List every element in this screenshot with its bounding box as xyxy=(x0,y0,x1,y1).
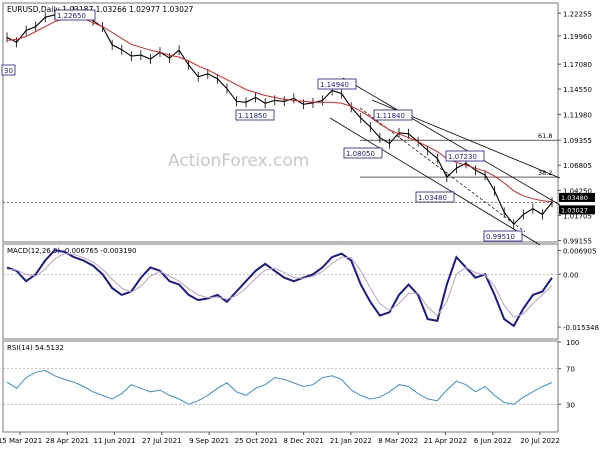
macd-tick-label: 0.00 xyxy=(563,271,579,279)
rsi-series xyxy=(6,369,553,405)
rsi-tick-label: 30 xyxy=(566,401,575,409)
price-annotation-box xyxy=(483,230,523,242)
price-tick-label: 1.14550 xyxy=(563,86,592,94)
price-tick-label: 1.04250 xyxy=(563,187,592,195)
price-annotation-label: 0.99510 xyxy=(486,233,515,241)
price-tick-label: 1.06805 xyxy=(563,162,592,170)
rsi-line xyxy=(6,369,553,405)
channel-line xyxy=(329,117,541,246)
macd-line xyxy=(6,249,553,328)
price-tick-label: 1.09355 xyxy=(563,137,592,145)
price-annotation-label: 1.14940 xyxy=(320,81,349,89)
macd-tick-label: 0.006905 xyxy=(563,247,596,255)
macd-signal-line xyxy=(6,253,553,318)
rsi-title: RSI(14) 54.5132 xyxy=(7,344,64,352)
price-tick-label: 1.19960 xyxy=(563,33,592,41)
price-annotation-label: 1.08050 xyxy=(346,150,375,158)
x-tick-label: 25 Oct 2021 xyxy=(235,437,278,445)
x-tick-label: 21 Apr 2022 xyxy=(424,437,467,445)
x-axis-labels: 15 Mar 2021 28 Apr 2021 11 Jun 2021 27 Jul … xyxy=(0,432,560,445)
price-annotation-label: 1.03480 xyxy=(418,194,447,202)
price-annotation-box xyxy=(1,64,16,76)
fib-level-label: 38.2 xyxy=(538,169,552,177)
price-annotation-box xyxy=(343,147,383,159)
fib-level-label: 61.8 xyxy=(538,132,552,140)
price-tick-label: 1.01705 xyxy=(563,212,592,220)
rsi-panel xyxy=(2,340,559,433)
x-tick-label: 28 Apr 2021 xyxy=(46,437,89,445)
watermark-text: ActionForex.com xyxy=(168,151,309,171)
price-annotation-label: 30 xyxy=(4,67,13,75)
x-tick-label: 9 Sep 2021 xyxy=(189,437,229,445)
channel-midline xyxy=(359,107,526,233)
price-label-text: 1.03027 xyxy=(561,206,588,214)
price-annotation-label: 1.11840 xyxy=(376,112,405,120)
macd-tick-label: -0.015348 xyxy=(563,324,599,332)
chart-header-title: EURUSD,Daily 1.03187 1.03266 1.02977 1.0… xyxy=(7,5,194,14)
macd-title: MACD(12,26,9) -0.006765 -0.003190 xyxy=(7,247,136,255)
price-panel xyxy=(2,2,559,243)
price-annotation-box xyxy=(54,9,96,21)
price-annotation-box xyxy=(235,109,275,121)
price-tick-label: 0.99155 xyxy=(563,237,592,245)
price-annotation-label: 1.11850 xyxy=(238,112,267,120)
macd-series xyxy=(6,249,553,328)
price-annotation-label: 1.22650 xyxy=(57,12,86,20)
price-label-box xyxy=(559,205,595,215)
price-annotation-label: 1.07230 xyxy=(448,153,477,161)
channel-line xyxy=(342,77,561,206)
rsi-tick-label: 70 xyxy=(566,366,575,374)
price-axis-ticks: 1.22255 1.19960 1.17080 1.14550 1.11980 1.093… xyxy=(558,10,592,245)
price-series-line xyxy=(6,10,553,226)
price-tick-label: 1.22255 xyxy=(563,10,592,18)
x-tick-label: 21 Jan 2022 xyxy=(330,437,372,445)
price-label-box xyxy=(559,192,595,202)
price-annotation-box xyxy=(445,150,485,162)
x-tick-label: 8 Mar 2022 xyxy=(378,437,418,445)
moving-average-line xyxy=(6,17,553,203)
macd-panel xyxy=(2,243,559,340)
price-label-text: 1.03480 xyxy=(561,194,588,202)
x-tick-label: 27 Jul 2021 xyxy=(142,437,182,445)
rsi-tick-label: 100 xyxy=(566,339,579,347)
price-series xyxy=(6,6,553,230)
rsi-axis-ticks: 100 70 30 xyxy=(3,339,579,409)
x-tick-label: 20 Jul 2022 xyxy=(520,437,560,445)
price-tick-label: 1.11980 xyxy=(563,111,592,119)
x-tick-label: 6 Jun 2022 xyxy=(474,437,512,445)
x-tick-label: 15 Mar 2021 xyxy=(0,437,42,445)
price-annotations: 1.22650 1.14940 1.11850 1.11840 1.08050 1.072… xyxy=(1,9,595,242)
price-annotation-box xyxy=(373,109,413,121)
x-tick-label: 8 Dec 2021 xyxy=(284,437,324,445)
price-annotation-box xyxy=(317,78,357,90)
price-tick-label: 1.17080 xyxy=(563,61,592,69)
x-tick-label: 11 Jun 2021 xyxy=(93,437,135,445)
price-annotation-box xyxy=(415,191,455,203)
